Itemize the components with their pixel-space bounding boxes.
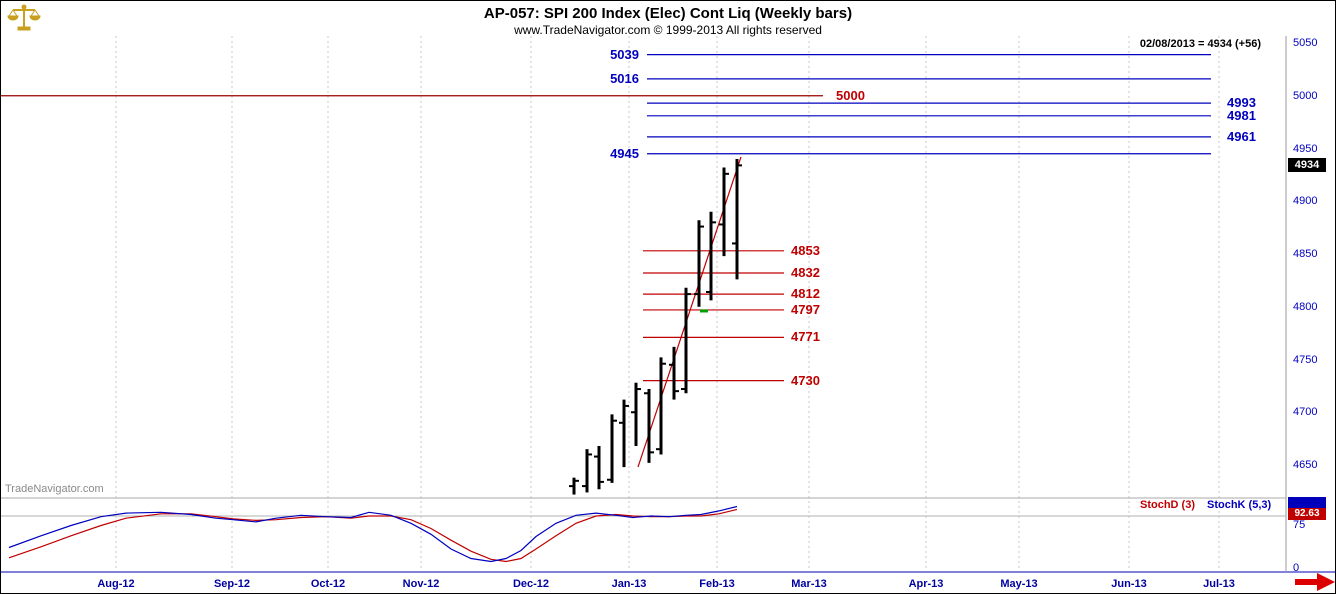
tradenavigator-logo-icon xyxy=(7,3,41,38)
month-label: Oct-12 xyxy=(310,578,346,590)
scroll-right-arrow[interactable] xyxy=(1293,571,1335,593)
support-level-label: 4797 xyxy=(791,301,820,317)
chart-title: AP-057: SPI 200 Index (Elec) Cont Liq (W… xyxy=(483,5,853,22)
price-axis-tick: 5050 xyxy=(1293,37,1318,49)
stochk-curve xyxy=(8,505,738,563)
month-label: Aug-12 xyxy=(97,578,135,590)
month-label: Dec-12 xyxy=(512,578,550,590)
price-axis-tick: 4900 xyxy=(1293,195,1318,208)
resistance-level-label: 5016 xyxy=(610,70,639,86)
month-label: Mar-13 xyxy=(791,578,827,590)
stoch-level-75-label: 75 xyxy=(1293,519,1306,531)
stochk-legend-label: StochK (5,3) xyxy=(1207,499,1272,511)
pivot-level-label: 5000 xyxy=(836,87,865,103)
support-level-label: 4853 xyxy=(791,242,820,258)
resistance-level-label: 4961 xyxy=(1227,128,1256,144)
stoch-level-0-label: 0 xyxy=(1293,562,1300,574)
stochk-value-badge xyxy=(1288,497,1326,508)
month-label: Jun-13 xyxy=(1111,578,1147,590)
month-label: Nov-12 xyxy=(402,578,440,590)
price-axis-tick: 4800 xyxy=(1293,300,1318,313)
resistance-level-label: 4945 xyxy=(610,145,639,161)
stochd-value-badge: 92.63 xyxy=(1288,508,1326,520)
resistance-level-label: 5039 xyxy=(610,46,639,62)
copyright-subtitle: www.TradeNavigator.com © 1999-2013 All r… xyxy=(514,23,822,37)
month-label: Apr-13 xyxy=(908,578,944,590)
price-axis-tick: 5000 xyxy=(1293,89,1318,102)
right-arrow-icon xyxy=(1295,573,1335,591)
resistance-level-label: 4981 xyxy=(1227,107,1256,123)
watermark-text: TradeNavigator.com xyxy=(5,483,104,495)
support-level-label: 4812 xyxy=(791,286,820,302)
month-label: Jul-13 xyxy=(1203,578,1235,590)
last-price-badge: 4934 xyxy=(1288,158,1326,173)
support-level-label: 4730 xyxy=(791,372,820,388)
month-label: Feb-13 xyxy=(699,578,735,590)
resistance-level-label: 4993 xyxy=(1227,95,1256,111)
stochd-legend-label: StochD (3) xyxy=(1140,499,1195,511)
price-axis-tick: 4750 xyxy=(1293,353,1318,366)
last-quote-readout: 02/08/2013 = 4934 (+56) xyxy=(1139,38,1261,50)
support-level-label: 4771 xyxy=(791,329,820,345)
price-axis-tick: 4850 xyxy=(1293,248,1318,260)
price-axis-tick: 4700 xyxy=(1293,406,1318,419)
trendline xyxy=(637,156,742,468)
price-axis-tick: 4650 xyxy=(1293,459,1318,471)
month-label: Jan-13 xyxy=(611,578,647,590)
price-axis-tick: 4950 xyxy=(1293,142,1318,155)
support-level-label: 4832 xyxy=(791,264,820,280)
month-label: May-13 xyxy=(1000,578,1038,590)
month-label: Sep-12 xyxy=(213,578,251,590)
signal-marker xyxy=(700,309,708,313)
